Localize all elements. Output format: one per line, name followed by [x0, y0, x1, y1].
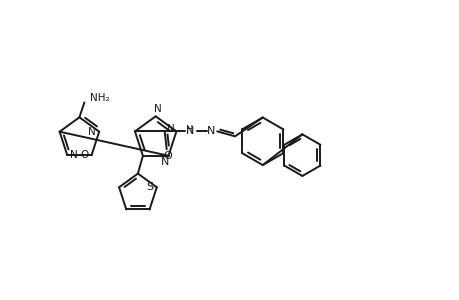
Text: N: N: [185, 126, 193, 136]
Text: O: O: [80, 150, 89, 160]
Text: S: S: [146, 182, 153, 192]
Text: N: N: [153, 104, 161, 114]
Text: N: N: [70, 150, 78, 160]
Text: N: N: [161, 157, 169, 167]
Text: NH₂: NH₂: [90, 94, 110, 103]
Text: H: H: [185, 125, 193, 135]
Text: N: N: [88, 127, 96, 137]
Text: N: N: [166, 124, 174, 134]
Text: N: N: [207, 126, 215, 136]
Text: O: O: [163, 151, 172, 161]
